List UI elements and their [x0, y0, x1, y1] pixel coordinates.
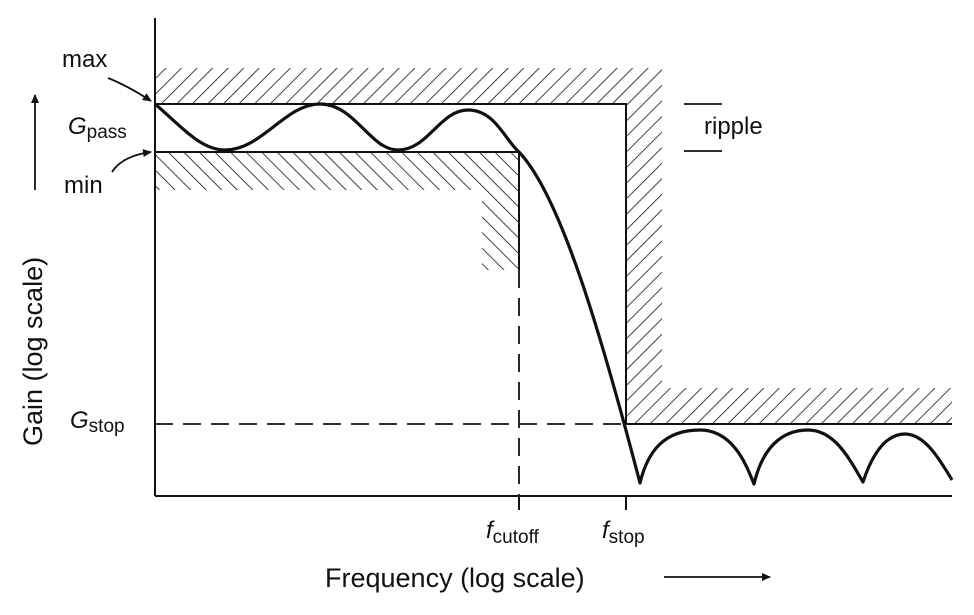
g-stop-label: Gstop: [70, 407, 125, 437]
annotation-arrows: [31, 77, 771, 581]
min-label: min: [64, 172, 103, 199]
y-axis-title: Gain (log scale): [18, 257, 48, 446]
x-axis-title: Frequency (log scale): [325, 563, 585, 593]
ripple-label: ripple: [704, 113, 763, 140]
forbidden-regions: [155, 68, 952, 424]
max-arrow: [107, 77, 152, 102]
f-cutoff-label: fcutoff: [486, 517, 540, 548]
max-boundary-line: [155, 103, 952, 425]
boundary-lines: [155, 103, 952, 496]
min-arrow: [111, 149, 152, 173]
upper-passband-stopband-hatch: [155, 68, 952, 424]
axes: [154, 18, 952, 510]
labels: max min ripple Gpass Gstop fcutoff fstop…: [18, 46, 763, 593]
max-label: max: [62, 46, 107, 73]
g-pass-label: Gpass: [68, 113, 127, 143]
f-stop-label: fstop: [602, 517, 645, 548]
lower-passband-hatch: [155, 152, 519, 270]
filter-response-curve: [153, 102, 954, 486]
